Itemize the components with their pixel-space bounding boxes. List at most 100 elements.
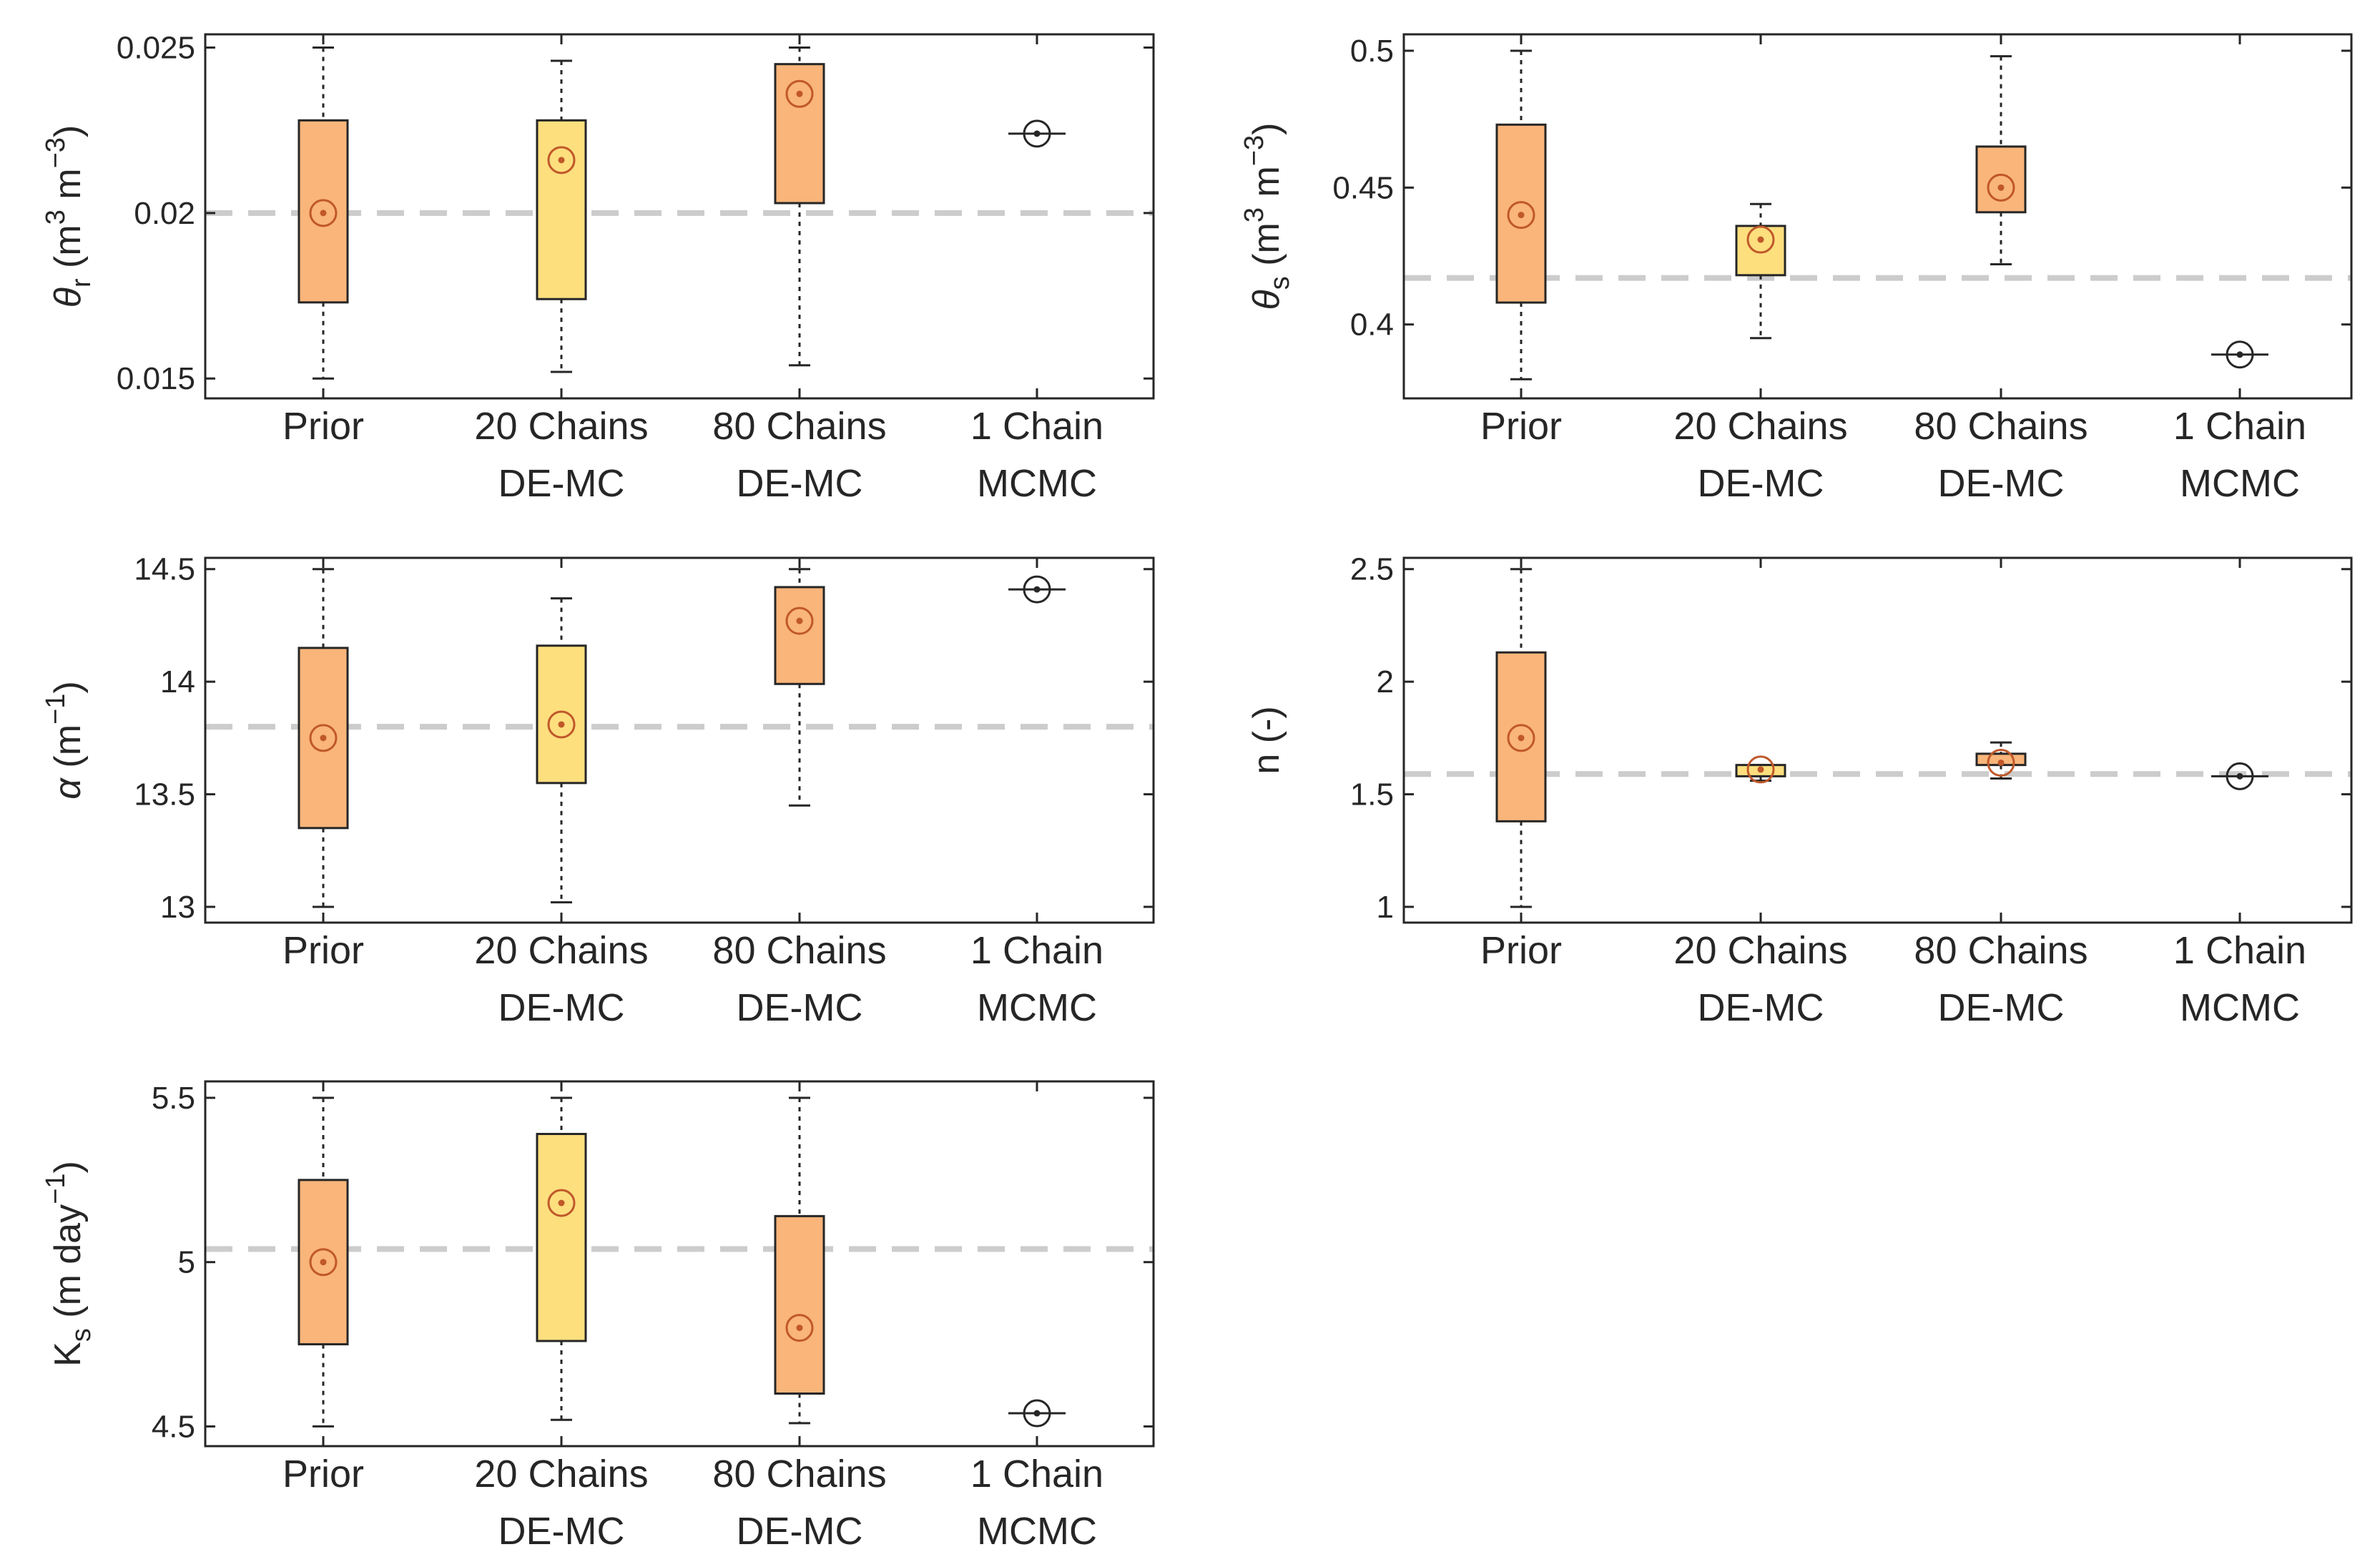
axis-frame — [204, 1080, 1155, 1448]
x-category-label: 20 Chains — [1673, 929, 1847, 972]
x-category-label: 80 Chains — [712, 929, 886, 972]
box-2 — [1735, 202, 1786, 340]
box-3 — [1975, 55, 2027, 265]
x-category-sublabel: DE-MC — [498, 462, 625, 505]
x-category-label: 80 Chains — [712, 1453, 886, 1495]
axis-frame — [1402, 556, 2353, 924]
center-dot — [558, 1199, 565, 1207]
box-2 — [536, 597, 587, 904]
y-axis-label: Ks (m day−1) — [41, 1161, 97, 1367]
x-category-sublabel: DE-MC — [737, 986, 863, 1029]
y-tick-label: 0.4 — [1350, 308, 1394, 343]
box-1 — [298, 46, 349, 380]
box-body — [536, 119, 587, 300]
center-dot — [1997, 759, 2005, 766]
center-ring — [785, 79, 814, 108]
box-4 — [1008, 119, 1066, 148]
box-2 — [536, 59, 587, 373]
center-ring — [2226, 340, 2254, 369]
center-ring — [1987, 748, 2015, 777]
x-category-sublabel: MCMC — [977, 462, 1097, 505]
center-ring — [1746, 225, 1775, 254]
y-axis-label: θr (m3 m−3) — [41, 125, 97, 308]
x-category-label: 20 Chains — [474, 405, 648, 448]
y-tick-label: 0.015 — [117, 361, 195, 396]
box-4 — [1008, 1399, 1066, 1428]
box-4 — [1008, 575, 1066, 604]
x-category-label: 1 Chain — [2173, 929, 2306, 972]
center-ring — [1746, 755, 1775, 784]
center-dot — [2236, 351, 2243, 358]
box-3 — [1975, 741, 2027, 780]
box-1 — [298, 568, 349, 908]
y-tick-label: 14.5 — [134, 552, 195, 587]
y-tick-label: 1.5 — [1350, 777, 1394, 812]
box-4 — [2211, 340, 2268, 369]
x-category-label: 20 Chains — [474, 1453, 648, 1495]
box-1 — [1495, 49, 1547, 380]
x-category-sublabel: MCMC — [977, 986, 1097, 1029]
center-dot — [1033, 1410, 1041, 1417]
center-dot — [1997, 184, 2005, 191]
center-ring — [1023, 1399, 1051, 1428]
y-tick-label: 2.5 — [1350, 552, 1394, 587]
x-category-label: 20 Chains — [474, 929, 648, 972]
y-tick-label: 14 — [160, 664, 195, 699]
x-category-label: Prior — [282, 929, 364, 972]
y-tick-label: 1 — [1377, 890, 1394, 925]
chart-panel-2: 0.4 0.45 0.5 Prior 20 Chains DE-MC 80 Chains DE… — [1239, 33, 2353, 505]
x-category-label: Prior — [1480, 405, 1562, 448]
center-ring — [1507, 724, 1535, 752]
x-category-label: 80 Chains — [1914, 405, 2088, 448]
x-category-label: 1 Chain — [970, 929, 1103, 972]
box-body — [774, 586, 825, 685]
box-body — [774, 63, 825, 205]
center-ring — [309, 724, 338, 752]
center-dot — [1033, 586, 1041, 593]
axis-frame — [204, 556, 1155, 924]
box-3 — [774, 568, 825, 807]
x-category-label: Prior — [1480, 929, 1562, 972]
box-3 — [774, 46, 825, 367]
box-body — [774, 1214, 825, 1395]
x-category-label: 1 Chain — [970, 1453, 1103, 1495]
center-dot — [1033, 130, 1041, 137]
x-category-label: 80 Chains — [1914, 929, 2088, 972]
box-4 — [2211, 762, 2268, 790]
center-dot — [320, 210, 327, 217]
center-ring — [2226, 762, 2254, 790]
x-category-sublabel: MCMC — [2180, 462, 2300, 505]
center-dot — [796, 90, 803, 97]
center-dot — [796, 1325, 803, 1332]
center-dot — [796, 617, 803, 624]
y-tick-label: 4.5 — [152, 1409, 195, 1444]
center-dot — [1757, 766, 1764, 773]
x-category-label: 80 Chains — [712, 405, 886, 448]
y-tick-label: 13 — [160, 890, 195, 925]
box-body — [298, 1179, 349, 1346]
y-tick-label: 5.5 — [152, 1081, 195, 1116]
center-ring — [785, 606, 814, 635]
axis-frame — [1402, 33, 2353, 400]
y-tick-label: 5 — [178, 1245, 195, 1280]
box-body — [1975, 145, 2027, 214]
y-axis-label: n (-) — [1246, 706, 1287, 774]
y-tick-label: 2 — [1377, 664, 1394, 699]
box-body — [1735, 225, 1786, 277]
x-category-label: 20 Chains — [1673, 405, 1847, 448]
center-ring — [547, 1189, 576, 1217]
center-ring — [309, 199, 338, 227]
center-ring — [1987, 173, 2015, 202]
x-category-sublabel: DE-MC — [1938, 986, 2065, 1029]
y-axis-label: θs (m3 m−3) — [1239, 123, 1295, 310]
x-category-sublabel: DE-MC — [1698, 462, 1824, 505]
y-axis-label: α (m−1) — [41, 681, 89, 799]
x-category-sublabel: DE-MC — [1698, 986, 1824, 1029]
chart-panel-5: 4.5 5 5.5 Prior 20 Chains DE-MC 80 Chains DE-MC… — [41, 1080, 1155, 1553]
chart-panel-4: 1 1.5 2 2.5 Prior 20 Chains DE-MC 80 Chains DE-M… — [1246, 552, 2353, 1029]
y-tick-label: 0.45 — [1332, 170, 1394, 205]
box-2 — [1735, 755, 1786, 784]
x-category-label: Prior — [282, 1453, 364, 1495]
x-category-sublabel: MCMC — [2180, 986, 2300, 1029]
